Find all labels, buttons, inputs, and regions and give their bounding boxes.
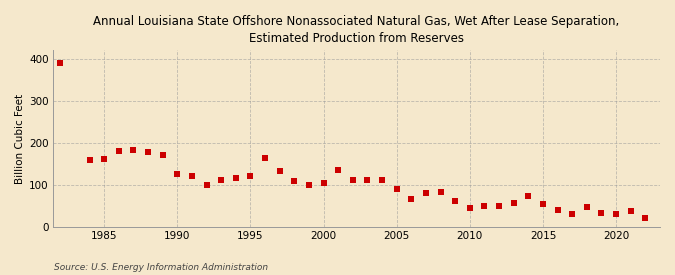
Point	[172, 172, 183, 176]
Title: Annual Louisiana State Offshore Nonassociated Natural Gas, Wet After Lease Separ: Annual Louisiana State Offshore Nonassoc…	[93, 15, 620, 45]
Point	[84, 158, 95, 163]
Point	[435, 190, 446, 194]
Point	[581, 205, 592, 209]
Point	[362, 178, 373, 183]
Point	[99, 157, 109, 162]
Point	[421, 191, 431, 195]
Point	[640, 216, 651, 220]
Point	[508, 200, 519, 205]
Point	[318, 181, 329, 185]
Point	[464, 205, 475, 210]
Point	[625, 208, 636, 213]
Point	[201, 182, 212, 187]
Point	[333, 167, 344, 172]
Point	[596, 211, 607, 215]
Point	[611, 212, 622, 216]
Point	[552, 208, 563, 212]
Point	[493, 204, 504, 208]
Point	[537, 202, 548, 207]
Point	[450, 198, 460, 203]
Point	[392, 187, 402, 191]
Point	[245, 174, 256, 178]
Point	[260, 156, 271, 160]
Point	[304, 182, 315, 187]
Point	[523, 194, 534, 199]
Point	[479, 204, 490, 208]
Point	[128, 148, 139, 152]
Point	[113, 149, 124, 153]
Y-axis label: Billion Cubic Feet: Billion Cubic Feet	[15, 94, 25, 183]
Point	[230, 176, 241, 180]
Point	[157, 153, 168, 158]
Point	[274, 169, 285, 173]
Text: Source: U.S. Energy Information Administration: Source: U.S. Energy Information Administ…	[54, 263, 268, 272]
Point	[142, 150, 153, 155]
Point	[406, 197, 416, 202]
Point	[186, 174, 197, 178]
Point	[567, 212, 578, 216]
Point	[348, 178, 358, 183]
Point	[55, 61, 65, 65]
Point	[216, 178, 227, 183]
Point	[377, 177, 387, 182]
Point	[289, 179, 300, 183]
